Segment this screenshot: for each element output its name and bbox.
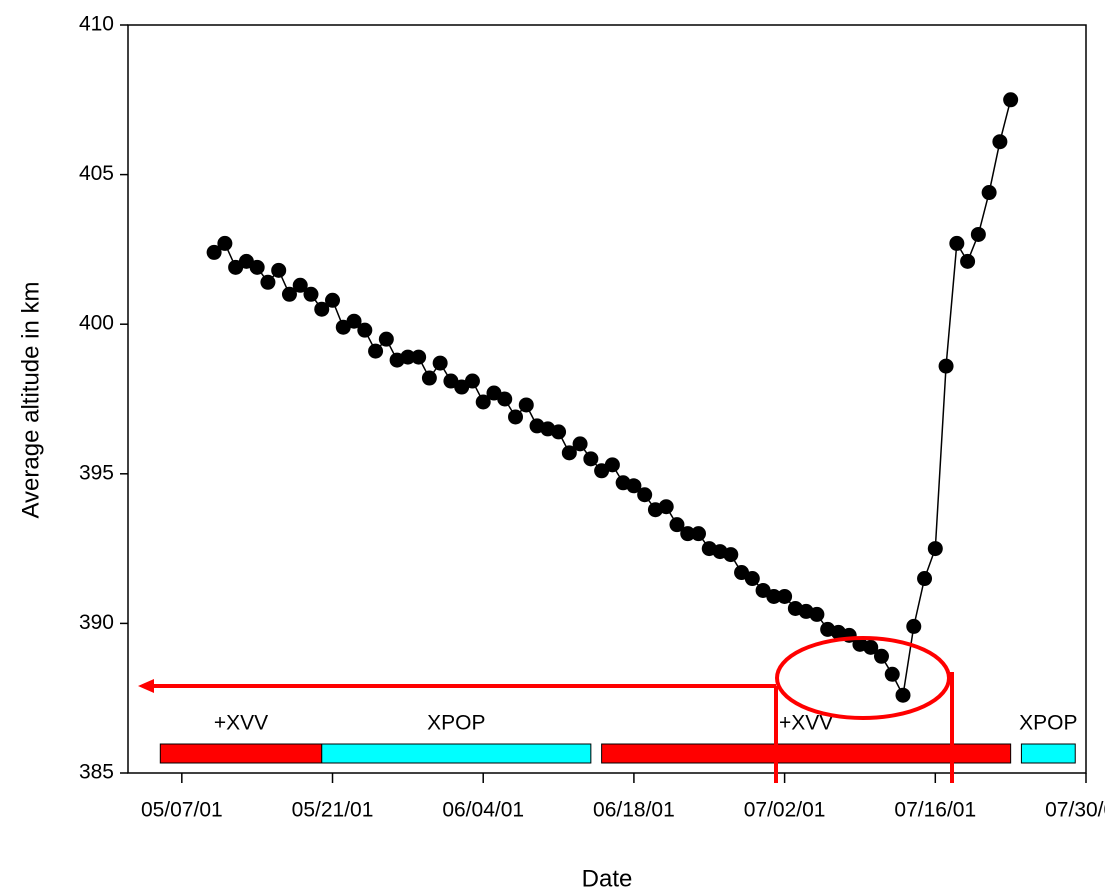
data-point (346, 313, 362, 329)
data-point (464, 373, 480, 389)
data-point (260, 274, 276, 290)
data-point (497, 391, 513, 407)
data-point (583, 451, 599, 467)
phase-label: +XVV (214, 712, 268, 735)
phase-bar (321, 743, 592, 764)
data-point (809, 606, 825, 622)
y-tick-label: 405 (79, 162, 114, 185)
data-point (669, 517, 685, 533)
data-point (400, 349, 416, 365)
highlight-ellipse (775, 636, 951, 720)
data-point (281, 286, 297, 302)
data-point (368, 343, 384, 359)
data-point (508, 409, 524, 425)
y-tick-label: 410 (79, 13, 114, 36)
x-tick-label: 05/07/01 (141, 799, 223, 822)
data-point (960, 253, 976, 269)
data-point (421, 370, 437, 386)
data-point (906, 618, 922, 634)
data-point (766, 588, 782, 604)
data-point (551, 424, 567, 440)
data-point (303, 286, 319, 302)
plot-frame (127, 24, 1087, 774)
data-point (927, 541, 943, 557)
data-point (658, 499, 674, 515)
phase-label: XPOP (1019, 712, 1077, 735)
x-tick-label: 07/16/01 (894, 799, 976, 822)
data-point (378, 331, 394, 347)
data-point (292, 277, 308, 293)
data-point (744, 571, 760, 587)
data-point (217, 235, 233, 251)
data-point (206, 244, 222, 260)
y-axis-title: Average altitude in km (17, 281, 44, 518)
data-point (249, 259, 265, 275)
data-point (680, 526, 696, 542)
phase-label: +XVV (779, 712, 833, 735)
annotation (138, 636, 954, 783)
data-point (895, 687, 911, 703)
y-tick-label: 385 (79, 761, 114, 784)
x-tick-label: 06/04/01 (442, 799, 524, 822)
data-point (1003, 92, 1019, 108)
y-tick-label: 390 (79, 611, 114, 634)
x-tick-label: 07/02/01 (744, 799, 826, 822)
x-tick-label: 07/30/01 (1045, 799, 1105, 822)
data-point (777, 588, 793, 604)
y-tick-label: 395 (79, 461, 114, 484)
data-point (884, 666, 900, 682)
data-point (981, 185, 997, 201)
data-point (604, 457, 620, 473)
x-tick-label: 06/18/01 (593, 799, 675, 822)
data-point (917, 571, 933, 587)
phase-label: XPOP (427, 712, 485, 735)
data-point (411, 349, 427, 365)
data-point (949, 235, 965, 251)
data-point (863, 639, 879, 655)
data-point (561, 445, 577, 461)
data-point (690, 526, 706, 542)
data-point (314, 301, 330, 317)
data-point (432, 355, 448, 371)
data-point (970, 226, 986, 242)
phase-bar (601, 743, 1012, 764)
x-axis-title: Date (582, 865, 633, 892)
data-point (357, 322, 373, 338)
data-line (213, 99, 1012, 698)
data-point (723, 547, 739, 563)
data-point (637, 487, 653, 503)
data-point (992, 134, 1008, 150)
y-tick-label: 400 (79, 312, 114, 335)
data-point (572, 436, 588, 452)
data-point (938, 358, 954, 374)
x-tick-label: 05/21/01 (292, 799, 374, 822)
data-point (325, 292, 341, 308)
data-point (475, 394, 491, 410)
data-point (271, 262, 287, 278)
data-point (626, 478, 642, 494)
phase-bar (159, 743, 323, 764)
arrow-head (138, 679, 154, 693)
phase-bar (1020, 743, 1076, 764)
data-point (873, 648, 889, 664)
data-point (518, 397, 534, 413)
